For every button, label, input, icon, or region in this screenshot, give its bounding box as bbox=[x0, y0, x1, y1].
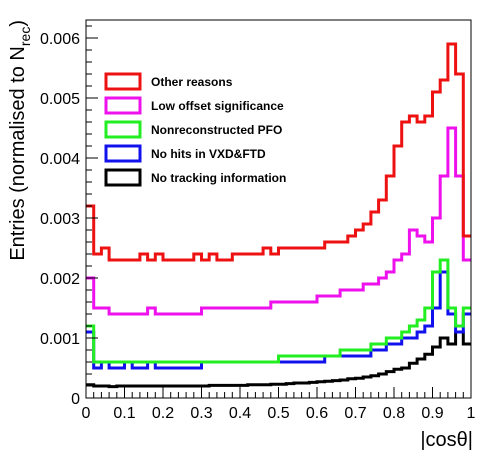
y-axis-title: Entries (normalised to Nrec) bbox=[7, 20, 33, 261]
x-tick-label: 0.3 bbox=[190, 405, 212, 422]
x-tick-label: 0.6 bbox=[306, 405, 328, 422]
legend-swatch-4 bbox=[104, 168, 142, 187]
legend-label-3: No hits in VXD&FTD bbox=[151, 147, 266, 161]
axis-layer: 0 0.1 0.2 0.3 0.4 0.5 0.6 0.7 0.8 0.9 1 0 0.001 0.002… bbox=[40, 25, 476, 422]
series-layer bbox=[86, 42, 471, 389]
x-tick-label: 0.5 bbox=[267, 405, 289, 422]
series-line-4 bbox=[86, 330, 471, 389]
y-tick-label: 0.004 bbox=[40, 151, 80, 168]
legend-label-4: No tracking information bbox=[151, 171, 286, 185]
y-tick-label: 0 bbox=[71, 391, 80, 408]
legend-label-2: Nonreconstructed PFO bbox=[151, 123, 282, 137]
legend-swatch-0 bbox=[104, 72, 142, 91]
legend: Other reasons Low offset significance Nonr… bbox=[104, 72, 286, 187]
x-tick-label: 0.7 bbox=[344, 405, 366, 422]
x-tick-label: 0.4 bbox=[229, 405, 251, 422]
legend-label-1: Low offset significance bbox=[151, 99, 284, 113]
series-line-1 bbox=[86, 126, 471, 316]
x-tick-label: 0.8 bbox=[383, 405, 405, 422]
series-line-2 bbox=[86, 258, 471, 364]
x-tick-label: 0.2 bbox=[152, 405, 174, 422]
y-tick-label: 0.001 bbox=[40, 331, 80, 348]
y-tick-label: 0.003 bbox=[40, 211, 80, 228]
y-axis-title-subscript: rec bbox=[17, 27, 33, 46]
series-line-3 bbox=[86, 270, 471, 370]
y-tick-label: 0.005 bbox=[40, 91, 80, 108]
y-axis-title-main: Entries (normalised to N bbox=[7, 46, 29, 261]
legend-label-0: Other reasons bbox=[151, 75, 233, 89]
x-tick-label: 0.9 bbox=[421, 405, 443, 422]
x-tick-label: 1 bbox=[467, 405, 476, 422]
y-tick-label: 0.002 bbox=[40, 271, 80, 288]
legend-swatch-1 bbox=[104, 96, 142, 115]
x-tick-label: 0 bbox=[82, 405, 91, 422]
y-axis-title-close: ) bbox=[7, 20, 29, 27]
series-line-0 bbox=[86, 42, 471, 262]
y-tick-label: 0.006 bbox=[40, 31, 80, 48]
legend-swatch-3 bbox=[104, 144, 142, 163]
x-axis-title: |cosθ| bbox=[420, 429, 473, 451]
x-tick-label: 0.1 bbox=[113, 405, 135, 422]
legend-swatch-2 bbox=[104, 120, 142, 139]
